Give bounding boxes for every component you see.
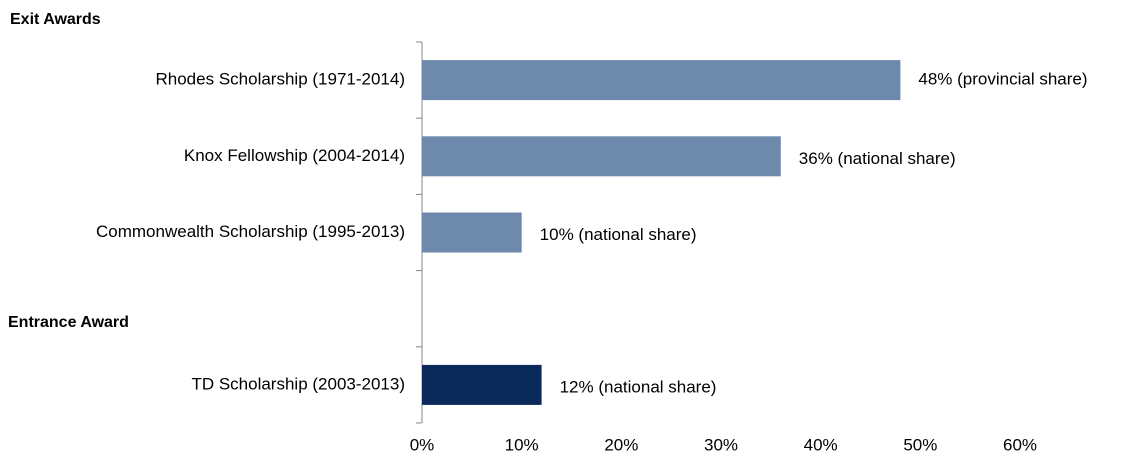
y-tick-label: TD Scholarship (2003-2013) — [191, 374, 405, 393]
bar — [422, 212, 522, 253]
x-tick-label: 30% — [704, 435, 738, 454]
section-heading: Entrance Award — [8, 314, 129, 331]
x-tick-label: 40% — [804, 435, 838, 454]
bar — [422, 364, 542, 405]
x-tick-label: 60% — [1003, 435, 1037, 454]
x-tick-label: 50% — [903, 435, 937, 454]
data-label: 10% (national share) — [540, 225, 697, 244]
bar — [422, 60, 901, 101]
y-tick-label: Knox Fellowship (2004-2014) — [184, 146, 405, 165]
x-tick-label: 10% — [505, 435, 539, 454]
bar — [422, 136, 781, 177]
x-tick-label: 20% — [604, 435, 638, 454]
data-label: 36% (national share) — [799, 149, 956, 168]
section-heading: Exit Awards — [10, 11, 101, 28]
x-tick-label: 0% — [410, 435, 435, 454]
data-label: 48% (provincial share) — [918, 70, 1087, 89]
y-tick-label: Commonwealth Scholarship (1995-2013) — [96, 222, 405, 241]
data-label: 12% (national share) — [560, 377, 717, 396]
y-tick-label: Rhodes Scholarship (1971-2014) — [156, 70, 406, 89]
